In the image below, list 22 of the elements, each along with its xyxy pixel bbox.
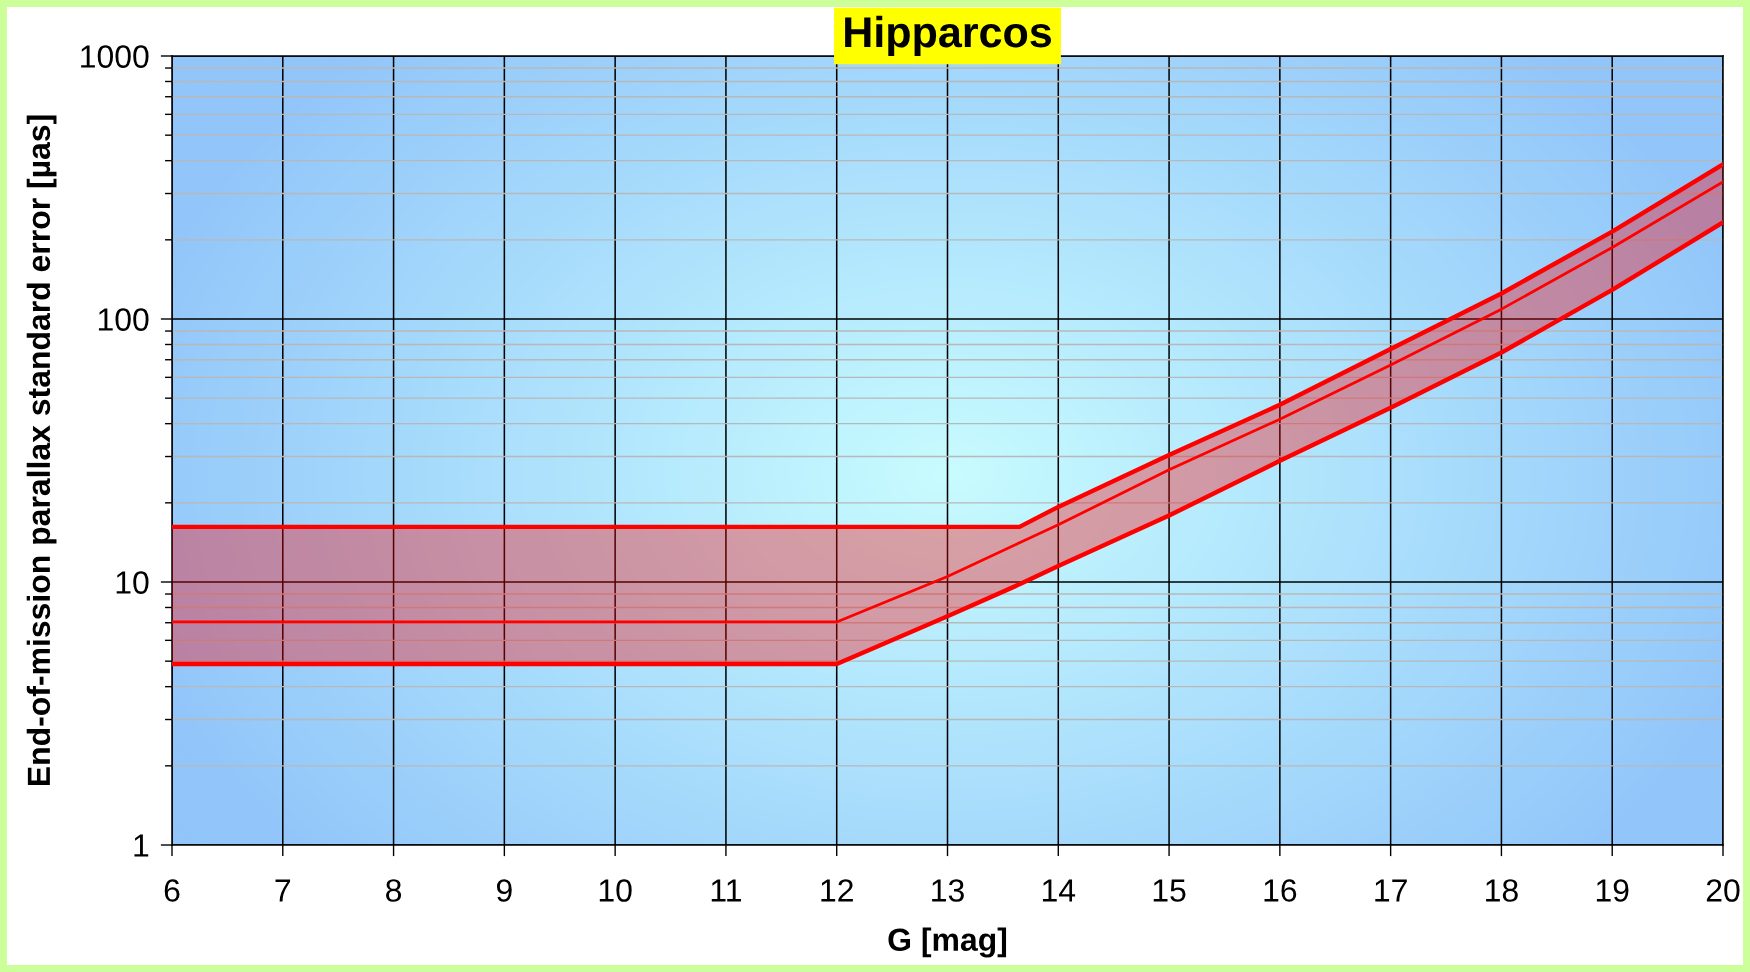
x-tick-label: 7 — [275, 879, 291, 902]
x-tick-label: 14 — [1042, 879, 1076, 902]
x-tick-label: 10 — [599, 879, 632, 902]
x-tick-label: 20 — [1706, 879, 1740, 902]
y-tick-label: 10 — [116, 571, 149, 594]
x-tick-label: 9 — [496, 879, 512, 902]
x-axis-title: G [mag] — [888, 927, 1007, 958]
x-tick-label: 19 — [1596, 879, 1629, 902]
x-tick-label: 18 — [1486, 879, 1518, 902]
x-tick-label: 12 — [821, 879, 853, 902]
y-tick-label: 1 — [134, 834, 149, 857]
x-tick-label: 8 — [386, 879, 402, 902]
x-tick-label: 16 — [1264, 879, 1297, 902]
chart-title: Hipparcos — [845, 15, 1052, 56]
x-tick-label: 15 — [1153, 879, 1186, 902]
x-tick-label: 6 — [164, 879, 180, 902]
x-tick-label: 11 — [711, 879, 741, 902]
y-tick-label: 1000 — [81, 45, 149, 68]
x-tick-label: 17 — [1375, 879, 1407, 902]
y-tick-label: 100 — [98, 308, 149, 331]
y-axis-title: End-of-mission parallax standard error [µas] — [26, 115, 57, 786]
x-tick-label: 13 — [932, 879, 964, 902]
